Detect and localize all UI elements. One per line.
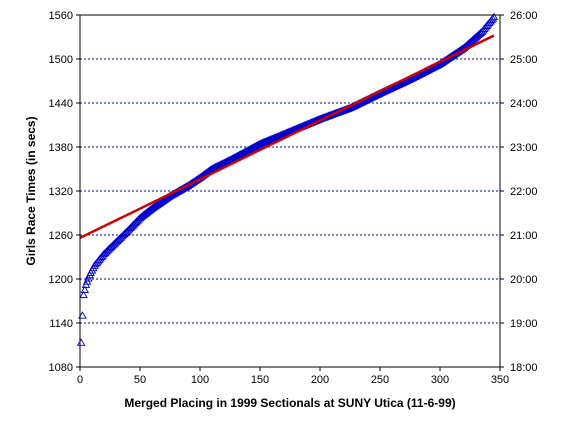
x-tick-label: 250 <box>371 374 389 386</box>
x-tick-label: 200 <box>311 374 329 386</box>
y2-tick-label: 22:00 <box>510 186 538 198</box>
data-point <box>80 285 90 293</box>
y-tick-label: 1320 <box>49 186 73 198</box>
plot-area <box>76 12 499 346</box>
data-points <box>76 12 499 346</box>
x-tick-label: 0 <box>77 374 83 386</box>
axis-ticks: 1080 18:00 1140 19:00 1200 20:00 1260 21:00 1320… <box>49 10 538 386</box>
y-tick-label: 1200 <box>49 274 73 286</box>
y-tick-label: 1440 <box>49 98 73 110</box>
y2-tick-label: 18:00 <box>510 362 538 374</box>
y2-tick-label: 19:00 <box>510 318 538 330</box>
x-tick-label: 300 <box>431 374 449 386</box>
data-point <box>76 338 86 346</box>
y2-tick-label: 21:00 <box>510 230 538 242</box>
y-tick-label: 1140 <box>49 318 73 330</box>
data-point <box>476 28 486 36</box>
data-point <box>78 311 87 319</box>
x-tick-label: 100 <box>191 374 209 386</box>
data-point <box>475 29 484 37</box>
y-tick-label: 1260 <box>49 230 73 242</box>
y2-tick-label: 25:00 <box>510 54 538 66</box>
y-tick-label: 1380 <box>49 142 73 154</box>
y2-tick-label: 24:00 <box>510 98 538 110</box>
y2-tick-label: 26:00 <box>510 10 538 22</box>
data-point <box>79 290 88 299</box>
data-point <box>489 12 499 21</box>
x-tick-label: 150 <box>251 374 269 386</box>
x-axis-title: Merged Placing in 1999 Sectionals at SUN… <box>124 396 455 410</box>
grid-lines <box>80 58 500 324</box>
x-tick-label: 350 <box>491 374 509 386</box>
x-tick-label: 50 <box>134 374 146 386</box>
y-tick-label: 1080 <box>49 362 73 374</box>
y-tick-label: 1500 <box>49 54 73 66</box>
y-tick-label: 1560 <box>49 10 73 22</box>
trend-line <box>79 34 495 240</box>
y-axis-title: Girls Race Times (in secs) <box>24 116 38 265</box>
y2-tick-label: 20:00 <box>510 274 538 286</box>
y2-tick-label: 23:00 <box>510 142 538 154</box>
